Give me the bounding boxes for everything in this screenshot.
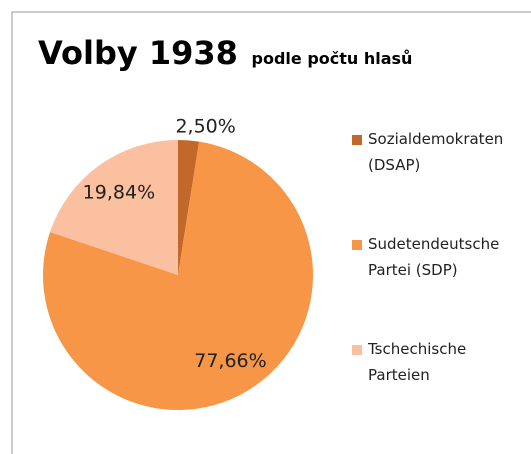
chart-border: [11, 11, 531, 454]
title: Volby 1938: [38, 34, 238, 72]
data-label: 77,66%: [194, 350, 266, 372]
chart-title: Volby 1938 podle počtu hlasů: [38, 34, 412, 72]
legend-swatch: [352, 345, 362, 355]
legend-swatch: [352, 135, 362, 145]
pie-slice: [50, 140, 179, 275]
pie-slice: [178, 140, 200, 275]
data-label: 2,50%: [175, 115, 235, 137]
legend-label: Tschechische Parteien: [368, 340, 467, 384]
legend-label: Sudetendeutsche Partei (SDP): [368, 235, 500, 279]
legend-swatch: [352, 240, 362, 250]
data-label: 19,84%: [83, 181, 155, 203]
subtitle: podle počtu hlasů: [252, 49, 413, 68]
legend-label: Sozialdemokraten (DSAP): [368, 130, 504, 174]
pie-slice: [42, 141, 313, 410]
